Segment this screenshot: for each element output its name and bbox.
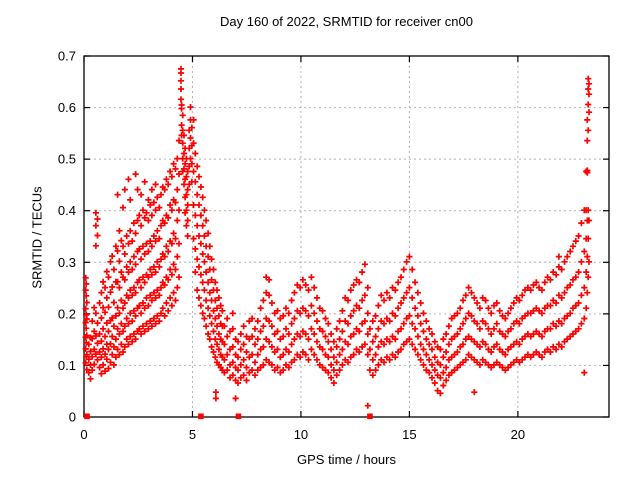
x-tick-label: 10 [294,427,308,442]
plot-border [83,55,610,418]
y-tick-label: 0.2 [58,306,76,321]
x-axis-label: GPS time / hours [297,452,396,467]
y-tick-label: 0.7 [58,49,76,64]
chart-title: Day 160 of 2022, SRMTID for receiver cn0… [220,14,473,29]
x-tick-label: 15 [402,427,416,442]
x-tick-label: 5 [189,427,196,442]
y-tick-label: 0.3 [58,255,76,270]
y-tick-label: 0.5 [58,152,76,167]
x-tick-label: 0 [80,427,87,442]
zero-marker [198,413,204,420]
y-tick-label: 0 [69,410,76,425]
data-points [82,65,593,409]
y-tick-label: 0.6 [58,100,76,115]
y-tick-label: 0.1 [58,358,76,373]
zero-marker [235,413,242,420]
zero-marker [367,413,373,420]
zero-marker [84,413,90,420]
x-tick-label: 20 [511,427,525,442]
y-tick-label: 0.4 [58,203,76,218]
